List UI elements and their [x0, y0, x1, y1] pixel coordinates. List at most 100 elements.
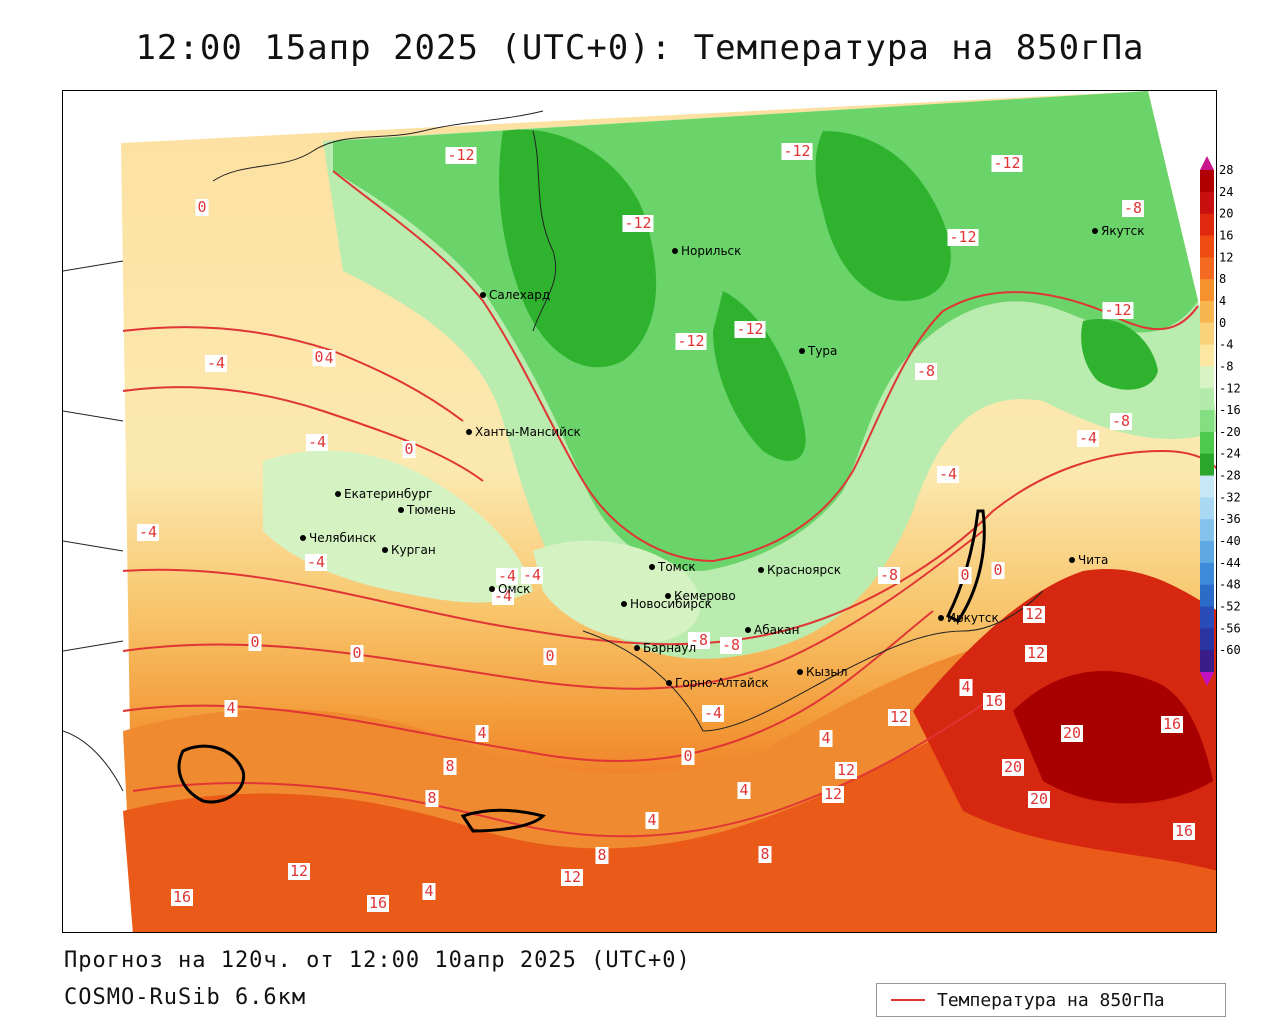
isotherm-label: 0 — [545, 647, 554, 665]
isotherm-label-box — [822, 786, 844, 803]
isotherm-label-box — [561, 869, 583, 886]
city-label: Барнаул — [643, 641, 696, 655]
isotherm-label: 0 — [352, 644, 361, 662]
colorbar-tick-label: 24 — [1219, 185, 1233, 199]
isotherm-label: 16 — [369, 894, 387, 912]
city-label: Иркутск — [947, 611, 999, 625]
isotherm-label: 12 — [837, 761, 855, 779]
isotherm-label-box — [496, 568, 518, 585]
isotherm-label: 12 — [563, 868, 581, 886]
colorbar-tick-label: 16 — [1219, 228, 1233, 242]
colorbar-tick-label: -28 — [1219, 469, 1241, 483]
isotherm-label-box — [595, 847, 609, 864]
isotherm-label: 0 — [960, 566, 969, 584]
legend-label: Температура на 850гПа — [937, 989, 1165, 1011]
city-label: Новосибирск — [630, 597, 712, 611]
isotherm-label-box — [475, 725, 489, 742]
map-legend: Температура на 850гПа — [876, 983, 1226, 1017]
city-label: Кызыл — [806, 665, 848, 679]
city-label: Горно-Алтайск — [675, 676, 769, 690]
colorbar-segment — [1200, 497, 1214, 520]
isotherm-label: -4 — [308, 433, 326, 451]
colorbar-segment — [1200, 519, 1214, 542]
isotherm-label-box — [1002, 759, 1024, 776]
city-label: Красноярск — [767, 563, 841, 577]
isotherm-label-box — [445, 147, 477, 164]
city-marker — [480, 292, 486, 298]
city-marker — [621, 601, 627, 607]
colorbar-segment — [1200, 650, 1214, 673]
city-label: Ханты-Мансийск — [475, 425, 581, 439]
isotherm-label-box — [224, 700, 238, 717]
colorbar-segment — [1200, 410, 1214, 433]
isotherm-label-box — [205, 355, 227, 372]
colorbar-segment — [1200, 235, 1214, 258]
isotherm-label-box — [1102, 302, 1134, 319]
city-marker — [489, 586, 495, 592]
city-marker — [466, 429, 472, 435]
colorbar-segment — [1200, 453, 1214, 477]
isotherm-label-box — [737, 782, 751, 799]
colorbar-segment — [1200, 431, 1214, 455]
isotherm-label: 0 — [250, 633, 259, 651]
colorbar-tick-label: -40 — [1219, 534, 1241, 548]
city-marker — [758, 567, 764, 573]
extreme-zone-east — [1013, 671, 1213, 804]
isotherm-label: -8 — [722, 636, 740, 654]
isotherm-label: 0 — [404, 440, 413, 458]
isotherm-label: 12 — [824, 785, 842, 803]
isotherm-label-box — [1028, 791, 1050, 808]
city-label: Тюмень — [406, 503, 456, 517]
city-label: Томск — [657, 560, 696, 574]
colorbar-tick-label: -12 — [1219, 381, 1241, 395]
colorbar-segment — [1200, 191, 1214, 215]
colorbar-segment — [1200, 344, 1214, 367]
isotherm-label: -12 — [1104, 301, 1131, 319]
colorbar-tick-label: -48 — [1219, 578, 1241, 592]
isotherm-label: 8 — [760, 845, 769, 863]
lakes — [177, 509, 986, 833]
city-marker — [799, 348, 805, 354]
isotherm-label: -12 — [783, 142, 810, 160]
isotherm-label-box — [702, 705, 724, 722]
isotherm-label: 20 — [1063, 724, 1081, 742]
isotherm-label-box — [947, 229, 979, 246]
isotherm-label: 16 — [1175, 822, 1193, 840]
colorbar-segment — [1200, 213, 1214, 236]
isotherm-label-box — [1122, 200, 1144, 217]
map-panel: -12 -12 -12 -12 -8 -12 -12 -12 -12 -8 -8 -4 -4 0 0 -4 4 -… — [62, 90, 1217, 933]
colorbar-tick-label: -56 — [1219, 621, 1241, 635]
legend-line-swatch — [891, 999, 925, 1001]
isotherm-label: 4 — [739, 781, 748, 799]
city-label: Кемерово — [674, 589, 736, 603]
city-marker — [382, 547, 388, 553]
city-label: Якутск — [1101, 224, 1145, 238]
city-label: Тура — [807, 344, 837, 358]
colorbar-tick-label: 8 — [1219, 272, 1226, 286]
colorbar-tick-label: -4 — [1219, 338, 1233, 352]
colorbar-tick-label: -44 — [1219, 556, 1241, 570]
isotherm-label-box — [1077, 430, 1099, 447]
cool-zone-central — [533, 540, 701, 642]
isotherm-label-box — [878, 567, 900, 584]
isotherm-label-box — [195, 199, 209, 216]
city-marker — [666, 680, 672, 686]
isotherm-label: -4 — [307, 553, 325, 571]
isotherm-label: -4 — [939, 465, 957, 483]
isotherm-label: -8 — [1124, 199, 1142, 217]
isotherm-label-box — [305, 554, 327, 571]
city-marker — [797, 669, 803, 675]
isotherm-label-box — [991, 562, 1005, 579]
isotherm-label-box — [402, 441, 416, 458]
isotherm-label: -8 — [1112, 412, 1130, 430]
isotherm-label-box — [681, 748, 695, 765]
colorbar-tick-label: 28 — [1219, 163, 1233, 177]
temperature-map: -12 -12 -12 -12 -8 -12 -12 -12 -12 -8 -8 -4 -4 0 0 -4 4 -… — [63, 91, 1216, 932]
isotherm-label-box — [288, 863, 310, 880]
isotherm-label: 12 — [1025, 605, 1043, 623]
borders — [63, 110, 1044, 792]
isotherm-label-box — [734, 321, 766, 338]
isotherm-label: 0 — [314, 348, 323, 366]
isotherm-label-box — [1161, 716, 1183, 733]
colorbar-segment — [1200, 562, 1214, 586]
